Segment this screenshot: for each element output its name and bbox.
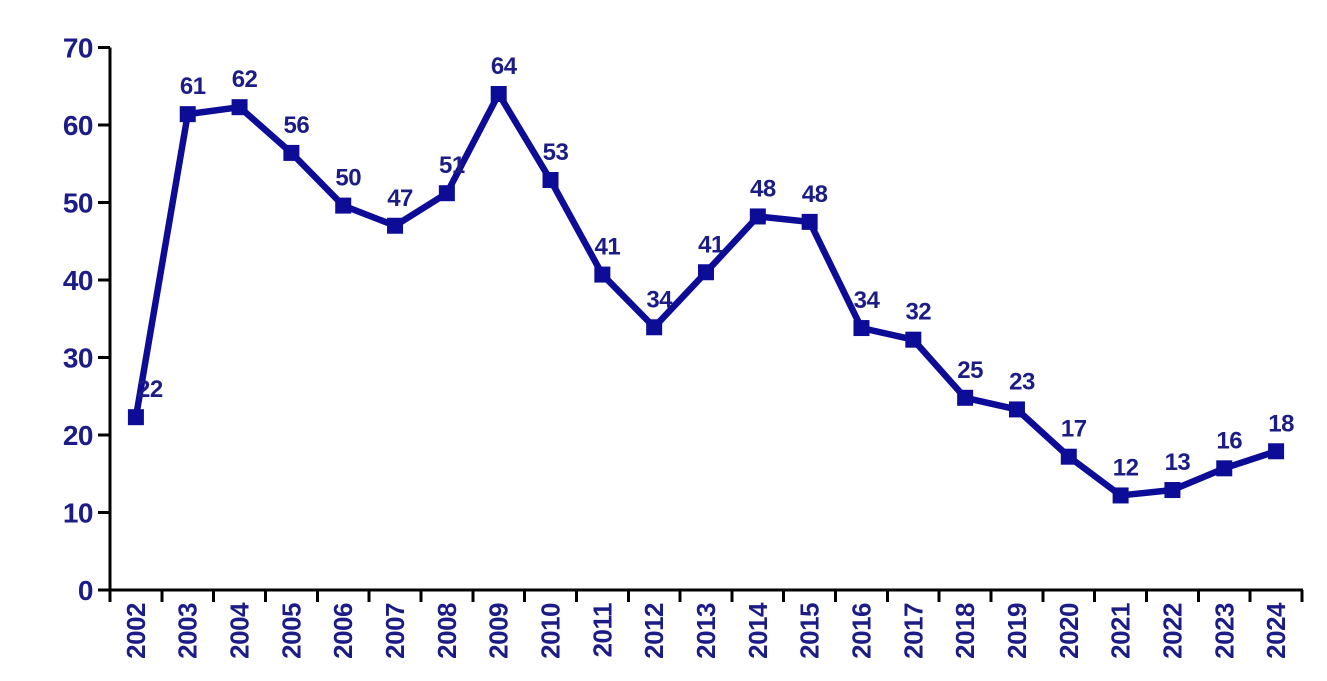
x-tick-label-2010: 2010 bbox=[536, 603, 566, 659]
data-point-label-2007: 47 bbox=[387, 185, 413, 212]
data-point-marker-2008 bbox=[438, 185, 455, 202]
data-point-label-2006: 50 bbox=[335, 165, 361, 192]
x-tick-label-2019: 2019 bbox=[1002, 603, 1032, 659]
y-tick-label-10: 10 bbox=[63, 498, 93, 529]
data-point-label-2004: 62 bbox=[232, 66, 258, 93]
data-point-marker-2004 bbox=[231, 99, 248, 116]
data-point-label-2018: 25 bbox=[957, 357, 983, 384]
data-point-label-2024: 18 bbox=[1268, 410, 1294, 437]
data-point-label-2009: 64 bbox=[491, 53, 518, 80]
x-tick-label-2003: 2003 bbox=[173, 603, 203, 659]
x-tick-label-2007: 2007 bbox=[380, 603, 410, 659]
data-point-marker-2015 bbox=[801, 213, 818, 230]
data-point-label-2017: 32 bbox=[905, 299, 931, 326]
x-tick-label-2016: 2016 bbox=[846, 603, 876, 659]
data-point-marker-2003 bbox=[179, 106, 196, 123]
data-point-marker-2007 bbox=[387, 217, 404, 234]
x-tick-label-2022: 2022 bbox=[1157, 603, 1187, 659]
x-tick-label-2005: 2005 bbox=[276, 603, 306, 659]
data-point-label-2011: 41 bbox=[594, 234, 620, 261]
y-tick-label-50: 50 bbox=[63, 188, 93, 219]
data-point-marker-2009 bbox=[490, 86, 507, 102]
x-tick-label-2012: 2012 bbox=[639, 603, 669, 659]
data-point-marker-2013 bbox=[698, 264, 714, 281]
data-point-label-2021: 12 bbox=[1113, 454, 1139, 481]
data-point-label-2015: 48 bbox=[802, 181, 828, 208]
x-tick-label-2011: 2011 bbox=[587, 603, 617, 657]
data-point-marker-2006 bbox=[335, 197, 352, 214]
data-point-marker-2018 bbox=[957, 389, 974, 406]
data-point-marker-2002 bbox=[127, 409, 144, 426]
x-tick-label-2015: 2015 bbox=[795, 603, 825, 659]
data-point-label-2003: 61 bbox=[180, 73, 206, 100]
data-point-label-2022: 13 bbox=[1165, 449, 1191, 476]
data-point-label-2023: 16 bbox=[1216, 427, 1242, 454]
x-tick-label-2006: 2006 bbox=[328, 603, 358, 659]
x-tick-label-2008: 2008 bbox=[432, 603, 462, 659]
data-point-marker-2014 bbox=[749, 208, 766, 225]
data-point-label-2013: 41 bbox=[698, 231, 724, 258]
x-tick-label-2018: 2018 bbox=[950, 603, 980, 659]
data-point-marker-2011 bbox=[594, 266, 611, 283]
y-tick-label-60: 60 bbox=[63, 110, 93, 141]
x-tick-label-2023: 2023 bbox=[1209, 603, 1239, 659]
data-point-label-2002: 22 bbox=[137, 376, 163, 403]
x-tick-label-2020: 2020 bbox=[1054, 603, 1084, 659]
x-tick-label-2021: 2021 bbox=[1106, 603, 1136, 659]
y-tick-label-0: 0 bbox=[78, 575, 93, 606]
x-tick-label-2014: 2014 bbox=[743, 602, 773, 659]
x-tick-label-2024: 2024 bbox=[1261, 602, 1291, 659]
data-point-label-2005: 56 bbox=[284, 112, 310, 139]
x-tick-label-2009: 2009 bbox=[484, 603, 514, 659]
data-point-marker-2020 bbox=[1060, 448, 1077, 465]
data-point-marker-2005 bbox=[283, 144, 300, 161]
data-point-marker-2019 bbox=[1008, 401, 1025, 418]
data-point-marker-2023 bbox=[1216, 460, 1233, 477]
data-point-marker-2017 bbox=[905, 331, 922, 348]
data-point-label-2020: 17 bbox=[1061, 416, 1087, 443]
data-point-label-2010: 53 bbox=[543, 139, 569, 166]
data-point-label-2019: 23 bbox=[1009, 368, 1035, 395]
x-tick-label-2013: 2013 bbox=[691, 603, 721, 659]
data-point-label-2012: 34 bbox=[646, 286, 673, 313]
x-tick-label-2017: 2017 bbox=[898, 603, 928, 659]
y-tick-label-40: 40 bbox=[63, 265, 93, 296]
y-tick-label-20: 20 bbox=[63, 420, 93, 451]
data-point-label-2008: 51 bbox=[439, 152, 465, 179]
y-tick-label-70: 70 bbox=[63, 33, 93, 64]
data-point-marker-2010 bbox=[542, 172, 559, 189]
data-point-marker-2012 bbox=[646, 319, 663, 336]
data-point-label-2016: 34 bbox=[854, 287, 881, 314]
data-point-label-2014: 48 bbox=[750, 175, 776, 202]
data-point-marker-2022 bbox=[1164, 482, 1181, 499]
data-point-marker-2021 bbox=[1112, 487, 1129, 504]
y-tick-label-30: 30 bbox=[63, 343, 93, 374]
data-point-marker-2024 bbox=[1268, 443, 1285, 460]
data-point-marker-2016 bbox=[853, 320, 870, 337]
x-tick-label-2004: 2004 bbox=[225, 602, 255, 659]
x-tick-label-2002: 2002 bbox=[121, 603, 151, 659]
